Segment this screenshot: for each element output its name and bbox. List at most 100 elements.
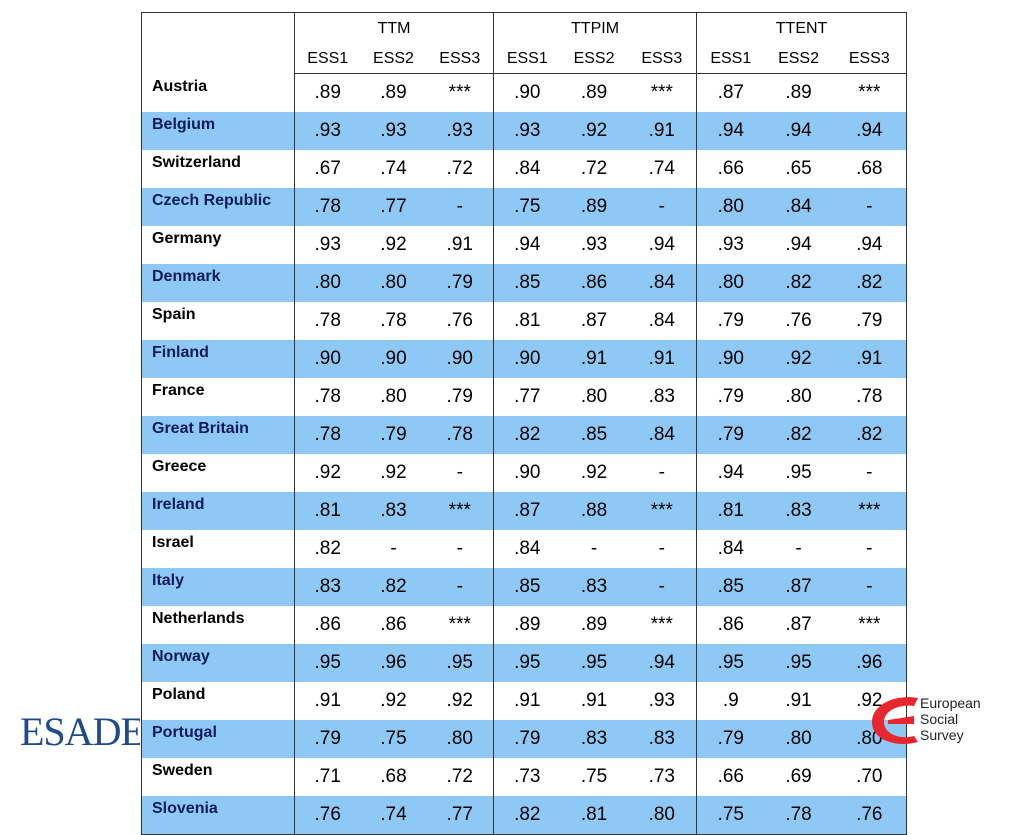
value-cell: .76 [832,795,908,835]
value-cell: .91 [627,111,697,150]
value-cell: .72 [580,157,608,179]
value-cell: .78 [294,415,361,454]
value-cell: .66 [696,149,765,188]
value-cell: .95 [785,461,812,483]
value-cell: *** [832,491,908,530]
value-cell: .85 [493,567,561,606]
value-cell: .89 [785,81,812,103]
country-cell: Switzerland [141,149,295,188]
value-cell: .68 [832,149,908,188]
table-row: Finland .90.90.90.90.91.91.90.92.91 [141,339,908,378]
value-cell: .91 [627,339,697,378]
value-cell: .79 [696,301,765,340]
value-cell: .86 [380,613,407,635]
value-cell: .72 [446,765,473,787]
value-cell: .96 [832,643,908,682]
country-cell: Portugal [141,719,295,758]
country-cell: Austria [141,73,295,112]
value-cell: - [426,567,494,606]
value-cell: .78 [294,187,361,226]
value-cell: .77 [360,187,427,226]
table-row: Italy .83.82- .85.83- .85.87- [141,567,908,606]
ess-logo-text: European Social Survey [920,695,981,743]
value-cell: .93 [360,111,427,150]
value-cell: .82 [832,263,908,302]
value-cell: .93 [294,111,361,150]
value-cell: .92 [380,461,407,483]
value-cell: .93 [294,225,361,264]
value-cell: .75 [696,795,765,835]
value-cell: - [390,537,397,559]
subheader-ttent-ess1: ESS1 [696,44,765,74]
value-cell: .90 [493,73,561,112]
value-cell: .87 [785,613,812,635]
value-cell: - [832,453,908,492]
corner-cell [141,12,295,74]
value-cell: .79 [446,385,473,407]
subheader-ttm-ess1: ESS1 [294,44,361,74]
value-cell: .83 [294,567,361,606]
country-cell: Greece [141,453,295,492]
country-cell: Poland [141,681,295,720]
table-row: Israel .82 - - .84 - - .84 - - [141,529,908,568]
value-cell: *** [832,73,908,112]
value-cell: .70 [832,757,908,796]
value-cell: *** [627,491,697,530]
value-cell: .79 [696,719,765,758]
ess-swoosh-icon [872,697,918,744]
value-cell: .79 [294,719,361,758]
value-cell: - [658,461,665,483]
country-cell: Denmark [141,263,295,302]
value-cell: .93 [648,689,675,711]
value-cell: .79 [832,301,908,340]
value-cell: .93 [493,111,561,150]
value-cell: *** [650,613,673,635]
value-cell: .82 [764,263,833,302]
value-cell: .65 [785,157,812,179]
value-cell: .89 [294,73,361,112]
table-row: Belgium .93.93.93.93.92.91.94.94.94 [141,111,908,150]
value-cell: .92 [294,453,361,492]
value-cell: .82 [493,415,561,454]
value-cell: .94 [832,111,908,150]
table-row: Germany .93.92.91.94.93.94.93.94.94 [141,225,908,264]
value-cell: - [456,537,463,559]
table-row: Spain .78.78.76.81.87.84.79.76.79 [141,301,908,340]
value-cell: .79 [696,415,765,454]
value-cell: .95 [426,643,494,682]
value-cell: - [658,537,665,559]
value-cell: .80 [380,385,407,407]
value-cell: .83 [560,719,628,758]
value-cell: .78 [832,377,908,416]
value-cell: .81 [696,491,765,530]
group-header-ttent: TTENT [696,12,908,44]
subheader-ttent-ess3: ESS3 [832,44,908,74]
value-cell: .89 [580,613,608,635]
value-cell: .84 [493,149,561,188]
value-cell: .91 [785,689,812,711]
value-cell: *** [448,613,471,635]
value-cell: .74 [648,157,675,179]
value-cell: *** [426,491,494,530]
value-cell: .74 [380,157,407,179]
value-cell: .94 [832,225,908,264]
value-cell: .94 [493,225,561,264]
value-cell: .78 [294,377,361,416]
value-cell: .80 [785,385,812,407]
value-cell: - [795,537,802,559]
value-cell: .96 [360,643,427,682]
value-cell: - [456,461,463,483]
value-cell: .86 [696,605,765,644]
country-cell: Italy [141,567,295,606]
value-cell: .90 [360,339,427,378]
country-cell: Finland [141,339,295,378]
value-cell: .9 [696,681,765,720]
table-row: Poland .91.92.92.91.91.93.9.91.92 [141,681,908,720]
subheader-ttpim-ess3: ESS3 [627,44,697,74]
value-cell: *** [832,605,908,644]
value-cell: .94 [648,233,675,255]
ess-logo-line-1: European [920,695,981,711]
value-cell: .84 [627,263,697,302]
table-row: Ireland .81.83 *** .87.88 *** .81.83 *** [141,491,908,530]
table-row: Austria .89.89 *** .90.89 *** .87.89 *** [141,73,908,112]
